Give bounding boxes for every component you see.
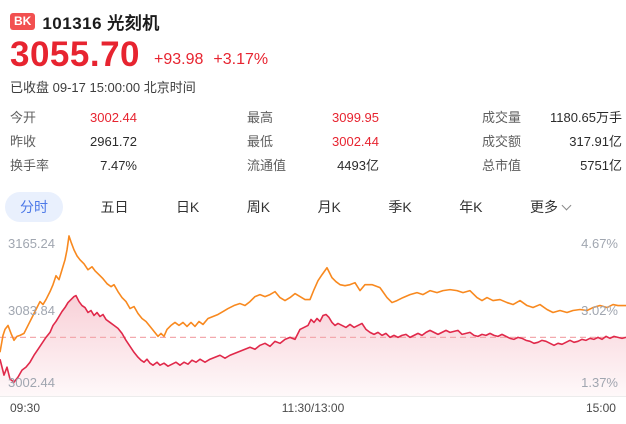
- price-change-percent: +3.17%: [213, 51, 269, 68]
- stat-row: 昨收 2961.72: [10, 130, 137, 154]
- time-tick-label: 11:30/13:00: [281, 401, 345, 415]
- tab-label: 季K: [388, 199, 412, 215]
- stat-value: 2961.72: [90, 134, 137, 149]
- stat-label: 总市值: [482, 158, 522, 173]
- time-axis: 09:30 11:30/13:00 15:00: [0, 397, 626, 415]
- time-tick-label: 15:00: [585, 401, 616, 415]
- tab-label: 周K: [246, 199, 271, 215]
- stat-column: 今开 3002.44 昨收 2961.72 换手率 7.47%: [10, 106, 137, 178]
- tab-label: 分时: [20, 199, 48, 215]
- tab-wuri[interactable]: 五日: [90, 193, 138, 221]
- tab-jik[interactable]: 季K: [378, 193, 421, 221]
- tab-label: 月K: [317, 199, 341, 215]
- stat-value: 5751亿: [580, 158, 622, 173]
- price-change: +93.98: [154, 51, 204, 68]
- tab-more[interactable]: 更多: [520, 193, 580, 221]
- stat-row: 成交量 1180.65万手: [482, 106, 622, 130]
- chart-svg: [0, 235, 626, 396]
- stat-row: 成交额 317.91亿: [482, 130, 622, 154]
- stats-grid: 今开 3002.44 昨收 2961.72 换手率 7.47% 最高 3099.95 最低 300…: [0, 96, 626, 178]
- intraday-chart-canvas[interactable]: 3165.24 3083.84 3002.44 4.67% 3.02% 1.37%: [0, 230, 626, 397]
- stat-label: 最低: [247, 134, 274, 149]
- stat-label: 成交量: [482, 110, 522, 125]
- stat-value: 3099.95: [332, 110, 379, 125]
- stat-row: 换手率 7.47%: [10, 154, 137, 178]
- stat-label: 成交额: [482, 134, 522, 149]
- tab-rik[interactable]: 日K: [166, 193, 209, 221]
- stat-label: 换手率: [10, 158, 50, 173]
- stat-value: 7.47%: [100, 158, 137, 173]
- current-price: 3055.70: [10, 35, 141, 74]
- stat-column: 最高 3099.95 最低 3002.44 流通值 4493亿: [247, 106, 379, 178]
- time-tick-label: 09:30: [10, 401, 41, 415]
- stat-value: 1180.65万手: [549, 110, 622, 125]
- market-status: 已收盘 09-17 15:00:00 北京时间: [10, 80, 196, 95]
- tab-fenshi[interactable]: 分时: [5, 192, 63, 222]
- stat-label: 昨收: [10, 134, 37, 149]
- stock-code-name: 101316 光刻机: [42, 14, 160, 33]
- stat-row: 今开 3002.44: [10, 106, 137, 130]
- stat-label: 最高: [247, 110, 274, 125]
- price-area-fill: [0, 295, 626, 396]
- sector-badge: BK: [10, 13, 36, 30]
- tab-label: 日K: [175, 199, 200, 215]
- tab-zhouk[interactable]: 周K: [237, 193, 280, 221]
- index-price-line: [0, 294, 626, 383]
- period-tabs: 分时 五日 日K 周K 月K 季K 年K 更多: [0, 192, 626, 222]
- stat-row: 总市值 5751亿: [482, 154, 622, 178]
- stat-row: 最低 3002.44: [247, 130, 379, 154]
- stat-value: 3002.44: [332, 134, 379, 149]
- stat-column: 成交量 1180.65万手成交额 317.91亿总市值 5751亿: [482, 106, 622, 178]
- tab-niank[interactable]: 年K: [449, 193, 492, 221]
- tab-label: 五日: [100, 199, 129, 215]
- stat-value: 3002.44: [90, 110, 137, 125]
- tab-label: 年K: [459, 199, 483, 215]
- price-row: 3055.70 +93.98 +3.17%: [0, 34, 626, 74]
- chevron-down-icon: [561, 200, 572, 211]
- secondary-line: [0, 235, 626, 353]
- title-row: BK 101316 光刻机: [0, 0, 626, 34]
- stat-value: 317.91亿: [569, 134, 622, 149]
- stat-row: 流通值 4493亿: [247, 154, 379, 178]
- stat-label: 流通值: [247, 158, 287, 173]
- stat-value: 4493亿: [337, 158, 379, 173]
- stat-row: 最高 3099.95: [247, 106, 379, 130]
- stat-label: 今开: [10, 110, 37, 125]
- tab-label: 更多: [530, 199, 558, 215]
- tab-yuek[interactable]: 月K: [308, 193, 351, 221]
